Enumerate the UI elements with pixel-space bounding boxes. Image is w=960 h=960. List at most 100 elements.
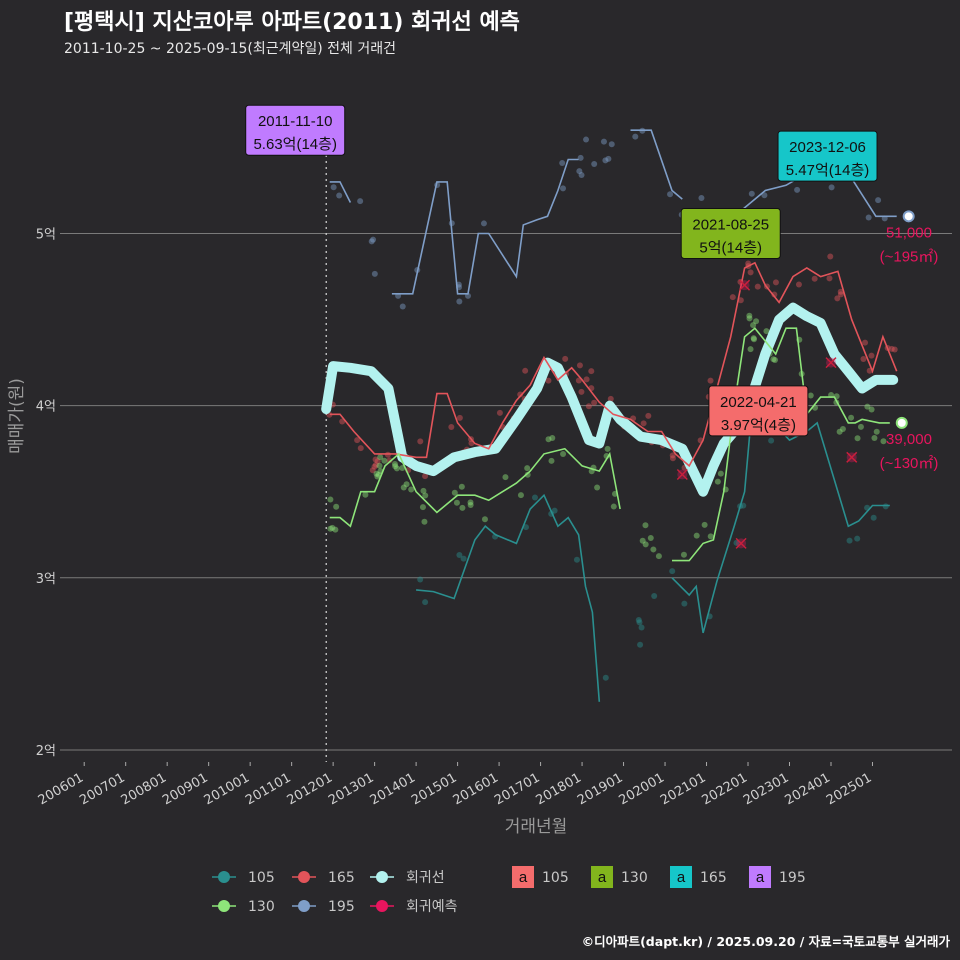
scatter-point-130 bbox=[524, 471, 531, 478]
y-tick-label: 4억 bbox=[36, 400, 56, 415]
annotation-date: 2022-04-21 bbox=[720, 394, 797, 411]
scatter-point-165 bbox=[640, 420, 647, 427]
scatter-point-195 bbox=[698, 195, 705, 202]
scatter-point-105 bbox=[638, 624, 645, 631]
legend-item-195: 195 bbox=[292, 899, 355, 915]
x-tick-label: 201101 bbox=[243, 770, 293, 808]
scatter-point-165 bbox=[837, 291, 844, 298]
scatter-point-130 bbox=[650, 546, 657, 553]
scatter-point-130 bbox=[421, 518, 428, 525]
scatter-point-130 bbox=[854, 435, 861, 442]
scatter-point-195 bbox=[578, 172, 585, 179]
legend-swatch bbox=[749, 866, 771, 888]
scatter-point-105 bbox=[854, 535, 861, 542]
forecast-mark bbox=[825, 357, 837, 369]
scatter-point-105 bbox=[870, 514, 877, 521]
scatter-point-130 bbox=[839, 426, 846, 433]
scatter-point-105 bbox=[651, 593, 658, 600]
scatter-point-165 bbox=[517, 391, 524, 398]
scatter-point-130 bbox=[329, 524, 336, 531]
scatter-point-105 bbox=[417, 576, 424, 583]
scatter-point-130 bbox=[420, 487, 427, 494]
legend-item-105: 105 bbox=[212, 870, 275, 886]
legend-label: 165 bbox=[328, 870, 355, 886]
legend-box-130: a 130 bbox=[591, 866, 648, 888]
annotation-box bbox=[777, 130, 878, 182]
x-tick-label: 201701 bbox=[492, 770, 542, 808]
chart-subtitle: 2011-10-25 ~ 2025-09-15(최근계약일) 전체 거래건 bbox=[64, 41, 396, 57]
scatter-point-165 bbox=[448, 424, 455, 431]
legend-label: 195 bbox=[328, 899, 355, 915]
scatter-point-165 bbox=[888, 345, 895, 352]
scatter-point-130 bbox=[458, 483, 465, 490]
scatter-point-165 bbox=[456, 414, 463, 421]
scatter-point-105 bbox=[456, 552, 463, 559]
scatter-point-130 bbox=[873, 428, 880, 435]
scatter-point-165 bbox=[372, 456, 379, 463]
series-line-regression bbox=[321, 302, 899, 497]
x-tick-label: 202401 bbox=[783, 770, 833, 808]
legend-label: 165 bbox=[700, 870, 727, 886]
scatter-point-105 bbox=[669, 568, 676, 575]
scatter-point-130 bbox=[391, 461, 398, 468]
scatter-point-165 bbox=[827, 253, 834, 260]
scatter-point-130 bbox=[422, 492, 429, 499]
scatter-point-165 bbox=[860, 356, 867, 363]
annotation-price: 3.97억(4층) bbox=[721, 417, 796, 434]
scatter-point-165 bbox=[417, 438, 424, 445]
x-tick-label: 200701 bbox=[77, 770, 127, 808]
scatter-point-130 bbox=[403, 481, 410, 488]
x-tick-label: 201601 bbox=[451, 770, 501, 808]
scatter-point-130 bbox=[604, 445, 611, 452]
scatter-point-105 bbox=[740, 502, 747, 509]
scatter-point-195 bbox=[600, 138, 607, 145]
forecast-mark bbox=[739, 279, 751, 291]
forecast-value-label: 51,000 bbox=[886, 224, 932, 241]
scatter-point-165 bbox=[747, 269, 754, 276]
scatter-point-130 bbox=[545, 436, 552, 443]
annotation-box bbox=[680, 208, 781, 260]
scatter-point-130 bbox=[332, 526, 339, 533]
scatter-point-165 bbox=[585, 403, 592, 410]
legend-box-165: a 165 bbox=[670, 866, 727, 888]
scatter-point-165 bbox=[862, 339, 869, 346]
legend-swatch bbox=[670, 866, 692, 888]
scatter-point-105 bbox=[531, 494, 538, 501]
scatter-point-165 bbox=[357, 445, 364, 452]
scatter-point-195 bbox=[761, 192, 768, 199]
legend-dot bbox=[376, 900, 388, 912]
scatter-point-130 bbox=[750, 335, 757, 342]
scatter-point-195 bbox=[583, 136, 590, 143]
scatter-point-130 bbox=[362, 491, 369, 498]
scatter-point-165 bbox=[645, 412, 652, 419]
x-tick-label: 201501 bbox=[409, 770, 459, 808]
scatter-point-165 bbox=[837, 288, 844, 295]
legend-label: 195 bbox=[779, 870, 806, 886]
source-credit: ©디아파트(dapt.kr) / 2025.09.20 / 자료=국토교통부 실… bbox=[581, 934, 950, 949]
legend-dot bbox=[218, 871, 230, 883]
annotation-2022-04-21: 2022-04-21 3.97억(4층) bbox=[708, 385, 809, 437]
x-tick-label: 201201 bbox=[285, 770, 335, 808]
scatter-point-105 bbox=[637, 641, 644, 648]
scatter-point-165 bbox=[422, 473, 429, 480]
scatter-point-130 bbox=[655, 553, 662, 560]
scatter-point-130 bbox=[517, 492, 524, 499]
scatter-point-130 bbox=[751, 336, 758, 343]
scatter-point-130 bbox=[327, 525, 334, 532]
annotation-price: 5억(14층) bbox=[699, 240, 762, 257]
scatter-point-165 bbox=[591, 399, 598, 406]
annotation-box bbox=[245, 104, 346, 156]
x-tick-label: 201801 bbox=[534, 770, 584, 808]
legend-swatch-glyph: a bbox=[598, 869, 607, 886]
scatter-point-195 bbox=[371, 270, 378, 277]
series-line-195 bbox=[391, 158, 579, 295]
scatter-point-130 bbox=[560, 450, 567, 457]
scatter-point-105 bbox=[602, 674, 609, 681]
scatter-point-105 bbox=[636, 619, 643, 626]
scatter-point-130 bbox=[453, 499, 460, 506]
scatter-point-195 bbox=[794, 186, 801, 193]
scatter-point-130 bbox=[374, 473, 381, 480]
forecast-endpoint-130 bbox=[895, 416, 908, 429]
x-tick-label: 200801 bbox=[119, 770, 169, 808]
